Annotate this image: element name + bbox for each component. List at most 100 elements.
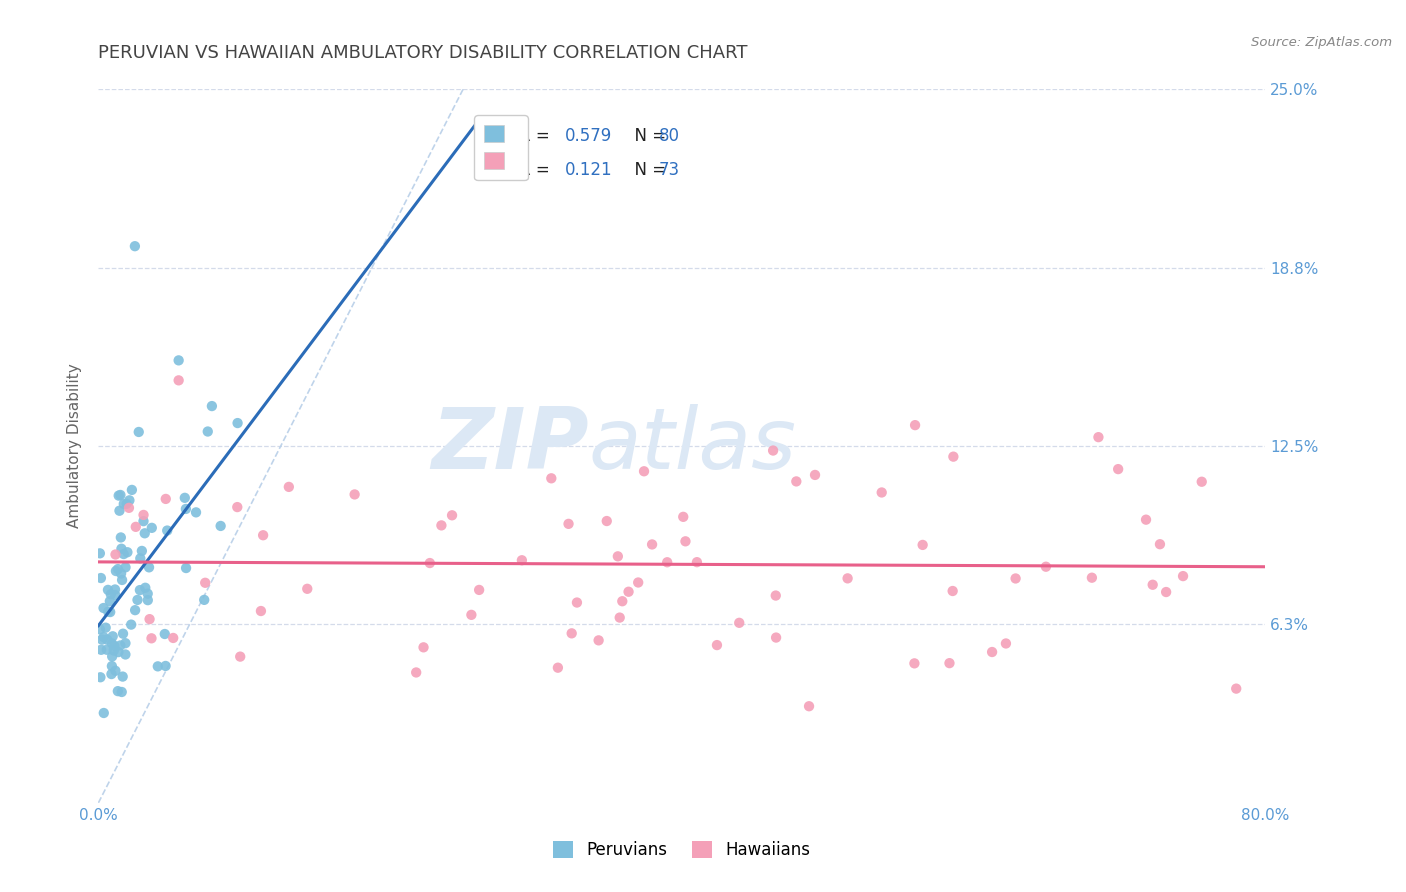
Point [194, 575, 217, 590]
Point [1135, 513, 1157, 527]
Point [706, 638, 728, 652]
Point [112, 547, 135, 561]
Point [104, 588, 127, 602]
Point [138, 612, 160, 626]
Point [110, 639, 132, 653]
Point [89, 623, 111, 637]
Point [93, 706, 115, 720]
Point [1154, 585, 1177, 599]
Point [90, 571, 112, 585]
Point [111, 573, 134, 587]
Point [209, 519, 232, 533]
Point [297, 582, 319, 596]
Point [162, 631, 184, 645]
Point [609, 610, 631, 624]
Point [641, 537, 664, 551]
Point [617, 584, 640, 599]
Point [132, 508, 155, 522]
Point [107, 684, 129, 698]
Point [596, 514, 619, 528]
Point [93, 601, 115, 615]
Point [942, 450, 965, 464]
Point [101, 636, 124, 650]
Point [419, 556, 441, 570]
Point [118, 500, 141, 515]
Legend: Peruvians, Hawaiians: Peruvians, Hawaiians [547, 834, 817, 866]
Point [114, 560, 136, 574]
Point [128, 583, 150, 598]
Point [131, 544, 153, 558]
Point [174, 502, 197, 516]
Point [93, 630, 115, 644]
Point [100, 587, 122, 601]
Point [103, 639, 125, 653]
Point [107, 645, 129, 659]
Point [115, 497, 138, 511]
Point [114, 636, 136, 650]
Point [134, 526, 156, 541]
Point [612, 594, 634, 608]
Point [588, 633, 610, 648]
Point [547, 661, 569, 675]
Point [129, 551, 152, 566]
Point [250, 604, 273, 618]
Text: R =: R = [519, 161, 554, 178]
Point [153, 627, 176, 641]
Point [167, 373, 190, 387]
Point [557, 516, 579, 531]
Point [132, 514, 155, 528]
Text: 0.121: 0.121 [565, 161, 613, 178]
Point [112, 497, 135, 511]
Point [675, 534, 697, 549]
Point [121, 483, 143, 497]
Point [94, 621, 117, 635]
Point [111, 685, 134, 699]
Point [903, 657, 925, 671]
Point [104, 582, 127, 597]
Point [606, 549, 628, 564]
Point [942, 584, 965, 599]
Point [1004, 572, 1026, 586]
Point [110, 488, 132, 502]
Point [405, 665, 427, 680]
Point [1225, 681, 1247, 696]
Point [460, 607, 482, 622]
Point [193, 593, 215, 607]
Point [728, 615, 751, 630]
Point [167, 353, 190, 368]
Point [1149, 537, 1171, 551]
Point [91, 632, 114, 647]
Point [804, 467, 827, 482]
Point [111, 669, 134, 683]
Point [124, 603, 146, 617]
Point [229, 649, 252, 664]
Point [765, 631, 787, 645]
Point [107, 562, 129, 576]
Point [1107, 462, 1129, 476]
Point [1081, 571, 1104, 585]
Point [96, 632, 118, 647]
Point [89, 546, 111, 560]
Text: N =: N = [624, 161, 671, 178]
Text: atlas: atlas [589, 404, 797, 488]
Point [938, 656, 960, 670]
Point [138, 560, 160, 574]
Point [277, 480, 299, 494]
Point [156, 524, 179, 538]
Point [1087, 430, 1109, 444]
Point [155, 659, 177, 673]
Text: 73: 73 [658, 161, 679, 178]
Point [110, 531, 132, 545]
Point [468, 582, 491, 597]
Point [89, 670, 111, 684]
Point [904, 418, 927, 433]
Point [136, 587, 159, 601]
Point [1171, 569, 1194, 583]
Point [104, 548, 127, 562]
Point [686, 555, 709, 569]
Text: 80: 80 [658, 127, 679, 145]
Point [981, 645, 1004, 659]
Point [101, 629, 124, 643]
Point [797, 699, 820, 714]
Point [155, 491, 177, 506]
